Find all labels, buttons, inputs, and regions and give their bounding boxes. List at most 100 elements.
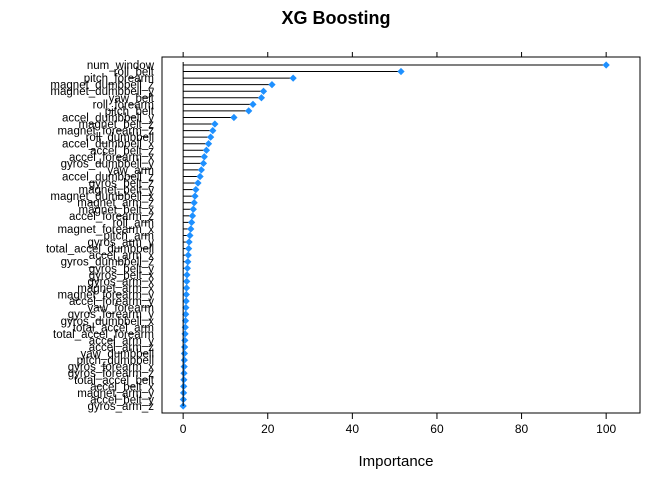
importance-point: [182, 304, 190, 312]
importance-point: [183, 277, 191, 286]
category-label: gyros_belt_y: [89, 263, 154, 275]
importance-point: [191, 192, 199, 200]
importance-point: [187, 218, 196, 227]
importance-point: [180, 369, 188, 377]
category-label: gyros_forearm_z: [68, 368, 155, 380]
x-tick-label: 20: [261, 422, 275, 436]
importance-point: [187, 225, 195, 233]
importance-point: [180, 376, 188, 384]
category-label: magnet_dumbbell_z: [50, 80, 154, 92]
y-axis-labels: num_windowroll_beltpitch_forearmmagnet_d…: [46, 60, 155, 413]
importance-point: [602, 61, 610, 69]
category-label: pitch_dumbbell: [77, 355, 154, 367]
category-label: accel_dumbbell_y: [62, 112, 154, 124]
importance-point: [194, 179, 202, 187]
category-label: total_accel_dumbbell: [46, 244, 154, 256]
plot-frame: [161, 56, 641, 414]
category-label: magnet_arm_y: [77, 388, 154, 400]
category-label: accel_dumbbell_x: [62, 139, 154, 151]
importance-point: [180, 382, 188, 390]
category-label: gyros_forearm_y: [68, 309, 155, 321]
category-label: accel_forearm_x: [69, 152, 154, 164]
importance-point: [190, 199, 198, 207]
category-label: gyros_forearm_x: [68, 362, 155, 374]
category-label: gyros_dumbbell_z: [61, 257, 155, 269]
category-label: gyros_dumbbell_x: [61, 316, 155, 328]
category-label: magnet_arm_x: [77, 283, 154, 295]
category-label: yaw_arm: [107, 165, 154, 177]
category-label: gyros_belt_x: [89, 270, 154, 282]
importance-point: [183, 264, 192, 272]
importance-point: [289, 74, 297, 82]
category-label: magnet_arm_z: [77, 198, 154, 210]
chart-title: XG Boosting: [282, 8, 391, 28]
category-label: gyros_belt_z: [89, 178, 154, 190]
category-label: yaw_dumbbell: [80, 349, 154, 361]
category-label: num_window: [87, 60, 155, 72]
importance-point: [257, 94, 266, 102]
category-label: magnet_belt_z: [79, 119, 155, 131]
x-tick-label: 0: [180, 422, 187, 436]
importance-point: [181, 343, 189, 351]
importance-point: [182, 297, 190, 305]
importance-point: [196, 172, 204, 181]
category-label: gyros_arm_y: [88, 237, 155, 249]
category-label: gyros_dumbbell_y: [61, 158, 155, 170]
category-label: roll_arm: [112, 217, 154, 229]
category-label: roll_dumbbell: [86, 132, 154, 144]
category-label: total_accel_arm: [73, 322, 154, 334]
importance-point: [204, 140, 213, 148]
category-label: magnet_forearm_x: [57, 224, 154, 236]
category-label: accel_dumbbell_z: [62, 171, 154, 183]
importance-point: [189, 205, 197, 213]
category-label: accel_arm_z: [89, 342, 154, 354]
x-tick-label: 60: [430, 422, 444, 436]
category-label: gyros_arm_x: [88, 276, 155, 288]
category-label: magnet_belt_x: [79, 204, 155, 216]
category-label: magnet_dumbbell_x: [50, 191, 154, 203]
importance-point: [211, 120, 219, 128]
importance-point: [197, 166, 205, 174]
x-tick-label: 40: [346, 422, 360, 436]
category-label: accel_arm_y: [89, 335, 154, 347]
category-label: accel_arm_x: [89, 250, 154, 262]
category-label: total_accel_forearm: [53, 329, 154, 341]
importance-point: [188, 212, 197, 220]
category-label: total_accel_belt: [74, 375, 155, 387]
importance-point: [185, 238, 193, 246]
importance-point: [185, 244, 193, 253]
importance-point: [245, 107, 253, 115]
category-label: pitch_arm: [104, 231, 155, 243]
category-label: magnet_belt_y: [79, 185, 155, 197]
importance-point: [192, 185, 200, 194]
importance-point: [268, 81, 276, 89]
importance-point: [397, 67, 405, 76]
category-label: gyros_arm_z: [88, 401, 155, 413]
category-label: accel_belt_z: [90, 145, 154, 157]
x-tick-label: 80: [515, 422, 529, 436]
importance-point: [182, 290, 190, 299]
x-axis: 0 20 40 60 80 100: [180, 52, 616, 436]
importance-point: [180, 363, 188, 371]
category-label: accel_forearm_y: [69, 296, 154, 308]
category-label: roll_forearm: [93, 99, 154, 111]
category-label: pitch_belt: [105, 106, 155, 118]
category-label: accel_belt_y: [90, 394, 154, 406]
importance-point: [200, 153, 208, 161]
importance-point: [184, 251, 192, 259]
importance-point: [259, 87, 268, 95]
importance-point: [183, 271, 191, 279]
importance-point: [181, 336, 189, 345]
category-label: magnet_forearm_z: [57, 126, 154, 138]
importance-point: [180, 356, 188, 364]
category-label: pitch_forearm: [84, 73, 154, 85]
importance-point: [182, 284, 191, 292]
category-label: accel_forearm_z: [69, 211, 154, 223]
category-label: magnet_dumbbell_y: [50, 86, 154, 98]
importance-point: [207, 133, 215, 141]
category-label: accel_belt_x: [90, 381, 154, 393]
importance-point: [209, 126, 217, 135]
category-label: yaw_belt: [109, 93, 155, 105]
category-label: magnet_forearm_y: [57, 290, 154, 302]
